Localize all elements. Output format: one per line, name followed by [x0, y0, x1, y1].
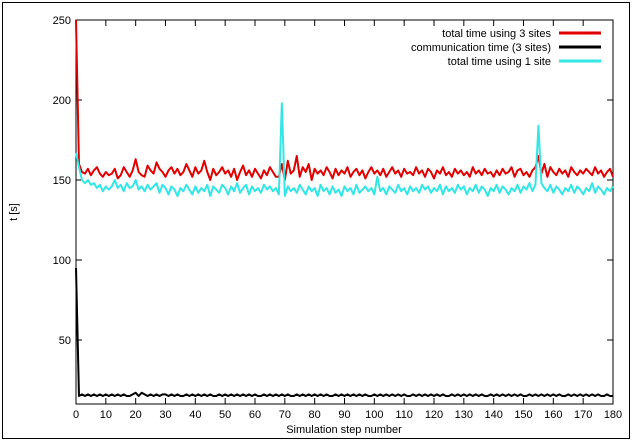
x-tick-label: 140: [484, 409, 502, 421]
x-tick-label: 100: [365, 409, 383, 421]
x-tick-label: 20: [130, 409, 142, 421]
y-tick-label: 200: [53, 95, 71, 107]
line-chart: 0 10 20 30 40 50 60 70 80 90 100 110 120 130 140 150 160…: [8, 15, 623, 436]
x-tick-label: 180: [604, 409, 622, 421]
x-tick-label: 110: [395, 409, 413, 421]
y-tick-label: 50: [59, 335, 71, 347]
x-tick-label: 130: [455, 409, 473, 421]
x-tick-label: 40: [189, 409, 201, 421]
y-axis-label: t [s]: [8, 203, 20, 221]
x-tick-label: 50: [219, 409, 231, 421]
x-tick-label: 80: [309, 409, 321, 421]
legend-label-3: total time using 1 site: [448, 56, 551, 68]
x-tick-label: 150: [514, 409, 532, 421]
x-axis-label: Simulation step number: [286, 424, 402, 436]
x-tick-label: 30: [159, 409, 171, 421]
y-tick-label: 250: [53, 15, 71, 27]
x-tick-label: 120: [425, 409, 443, 421]
series-line-1: [75, 19, 614, 181]
x-tick-label: 0: [73, 409, 79, 421]
series-line-3: [75, 102, 614, 197]
axis-ticks: 0 10 20 30 40 50 60 70 80 90 100 110 120 130 140 150 160…: [53, 15, 623, 421]
series-lines: [75, 19, 614, 397]
y-tick-label: 150: [53, 175, 71, 187]
x-tick-label: 160: [544, 409, 562, 421]
x-tick-label: 10: [100, 409, 112, 421]
plot-area: [75, 19, 614, 405]
legend-label-2: communication time (3 sites): [411, 42, 551, 54]
legend-label-1: total time using 3 sites: [442, 28, 551, 40]
x-tick-label: 170: [574, 409, 592, 421]
x-tick-label: 60: [249, 409, 261, 421]
x-tick-label: 90: [338, 409, 350, 421]
x-tick-label: 70: [279, 409, 291, 421]
series-line-2: [75, 267, 613, 397]
y-tick-label: 100: [53, 255, 71, 267]
legend: total time using 3 sites communication ti…: [411, 28, 601, 68]
